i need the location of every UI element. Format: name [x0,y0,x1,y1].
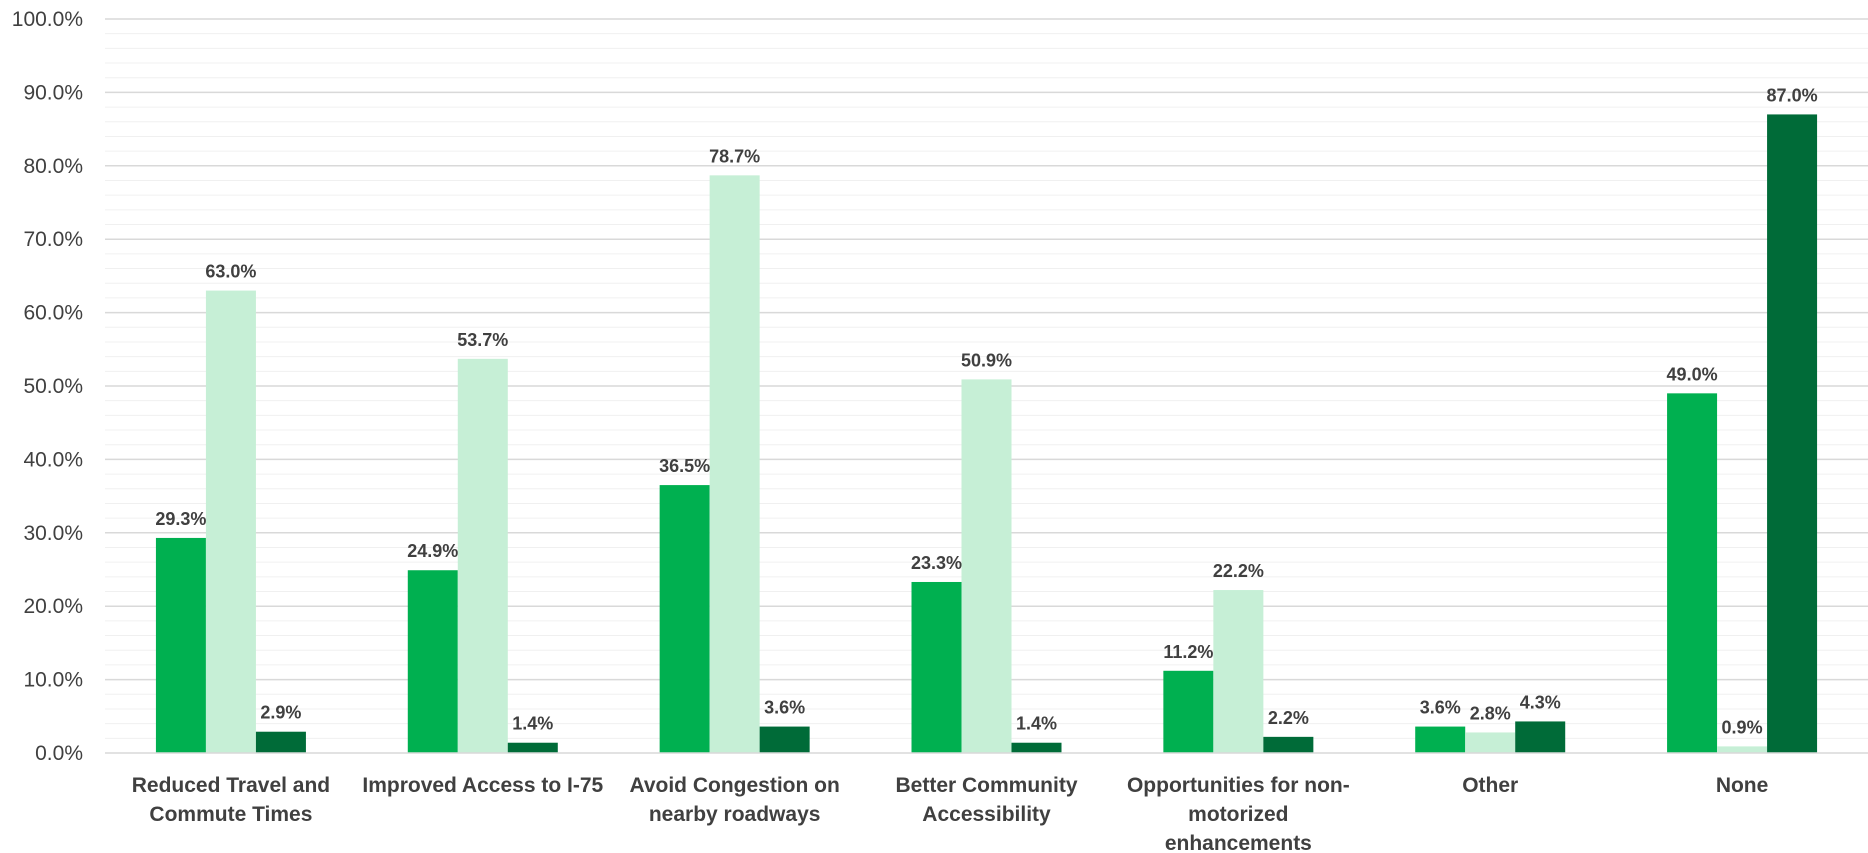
category-label: None [1716,774,1769,797]
category-label: Other [1462,774,1518,797]
y-tick-label: 70.0% [23,228,83,251]
data-label: 24.9% [407,541,458,561]
bar [961,379,1012,753]
y-tick-label: 10.0% [23,669,83,692]
y-tick-label: 90.0% [23,81,83,104]
data-label: 29.3% [155,509,206,529]
data-label: 3.6% [764,698,805,718]
data-label: 3.6% [1420,698,1461,718]
category-label-line: Better Community [895,774,1077,797]
data-label: 2.8% [1470,703,1511,723]
bar [205,290,256,753]
data-label: 4.3% [1520,692,1561,712]
y-tick-label: 50.0% [23,375,83,398]
category-labels: Reduced Travel and Commute Times Improved … [132,774,1769,853]
y-tick-label: 0.0% [35,742,83,765]
bar [407,570,458,753]
bar [1717,746,1768,753]
bar-series [155,114,1818,754]
data-label: 2.9% [260,703,301,723]
y-tick-label: 20.0% [23,595,83,618]
bar [659,485,710,753]
data-label: 50.9% [961,350,1012,370]
bar [1515,721,1566,753]
y-tick-label: 40.0% [23,448,83,471]
data-labels: 29.3% 63.0% 2.9% 24.9% 53.7% 1.4% 36.5% 78.7% 3.… [155,85,1817,737]
bar [1415,726,1466,753]
bar [457,358,508,753]
data-label: 23.3% [911,553,962,573]
bar [1767,114,1818,754]
bar [1163,670,1214,753]
bar [255,731,306,753]
data-label: 1.4% [1016,714,1057,734]
data-label: 49.0% [1667,364,1718,384]
y-tick-label: 30.0% [23,522,83,545]
category-label-line: enhancements [1165,832,1312,853]
bar [1263,736,1314,753]
data-label: 11.2% [1163,642,1213,662]
y-tick-label: 60.0% [23,302,83,325]
category-label: Opportunities for non-motorized enhanceme… [1127,774,1350,853]
category-label-line: Accessibility [922,803,1051,826]
category-label-line: None [1716,774,1769,797]
bar [1465,732,1516,753]
y-axis-tick-labels: 0.0% 10.0% 20.0% 30.0% 40.0% 50.0% 60.0% 70.0% 8… [12,8,83,765]
category-label-line: Other [1462,774,1518,797]
data-label: 87.0% [1767,85,1818,105]
category-label-line: Opportunities for non- [1127,774,1350,797]
y-tick-label: 100.0% [12,8,83,31]
category-label-line: Avoid Congestion on [629,774,839,797]
data-label: 78.7% [709,146,760,166]
category-label: Better Community Accessibility [895,774,1077,826]
category-label-line: motorized [1188,803,1288,826]
category-label-line: nearby roadways [649,803,821,826]
bar [1667,393,1718,753]
bar [759,726,810,753]
data-label: 1.4% [512,714,553,734]
category-label: Reduced Travel and Commute Times [132,774,330,826]
category-label-line: Improved Access to I-75 [362,774,603,797]
bar [709,175,760,754]
data-label: 2.2% [1268,708,1309,728]
bar [1213,590,1264,753]
y-tick-label: 80.0% [23,155,83,178]
data-label: 63.0% [205,262,256,282]
bar [507,742,558,753]
data-label: 22.2% [1213,561,1264,581]
bar [155,537,206,753]
data-label: 0.9% [1722,717,1763,737]
data-label: 53.7% [457,330,508,350]
category-label: Avoid Congestion on nearby roadways [629,774,839,826]
bar [911,581,962,753]
category-label-line: Reduced Travel and [132,774,330,797]
data-label: 36.5% [659,456,710,476]
category-label: Improved Access to I-75 [362,774,603,797]
category-label-line: Commute Times [149,803,312,826]
bar [1011,742,1062,753]
